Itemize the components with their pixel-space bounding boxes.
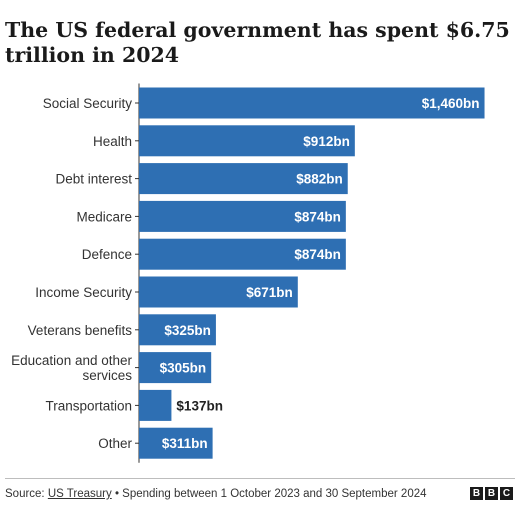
bar <box>139 276 298 308</box>
category-label: Defence <box>82 247 132 262</box>
bar <box>139 314 216 346</box>
source-prefix: Source: <box>5 488 48 500</box>
bar <box>139 238 346 270</box>
category-label: Health <box>93 134 132 149</box>
source-note: • Spending between 1 October 2023 and 30… <box>111 488 427 500</box>
bar <box>139 87 485 119</box>
category-label: Medicare <box>76 209 132 224</box>
value-label: $311bn <box>162 436 208 451</box>
bbc-logo-letter: B <box>470 487 483 500</box>
footer-divider <box>5 478 515 479</box>
bar <box>139 163 348 195</box>
category-label: Other <box>98 436 132 451</box>
bar <box>139 200 346 232</box>
value-label: $137bn <box>176 398 223 413</box>
chart-title: The US federal government has spent $6.7… <box>5 18 510 67</box>
bar <box>139 389 172 421</box>
value-label: $912bn <box>303 134 350 149</box>
value-label: $305bn <box>160 361 207 376</box>
bbc-logo-letter: C <box>500 487 513 500</box>
bar-chart: Social Security $1,460bn Health $912bn Debt … <box>11 83 485 463</box>
value-label: $874bn <box>294 209 341 224</box>
value-label: $874bn <box>294 247 341 262</box>
value-label: $882bn <box>296 172 343 187</box>
bar <box>139 427 213 459</box>
category-label: Debt interest <box>55 172 132 187</box>
footer: Source: US Treasury • Spending between 1… <box>5 486 515 502</box>
bar <box>139 125 355 157</box>
category-label: Income Security <box>35 285 132 300</box>
category-label: Social Security <box>43 96 133 111</box>
source-link[interactable]: US Treasury <box>47 488 112 500</box>
category-label: Education and other services <box>11 353 132 383</box>
value-label: $1,460bn <box>422 96 480 111</box>
bbc-logo: B B C <box>470 487 513 500</box>
bar <box>139 352 212 384</box>
category-label: Transportation <box>45 398 132 413</box>
bbc-logo-letter: B <box>485 487 498 500</box>
value-label: $671bn <box>246 285 293 300</box>
value-label: $325bn <box>164 323 211 338</box>
category-label: Veterans benefits <box>28 323 133 338</box>
